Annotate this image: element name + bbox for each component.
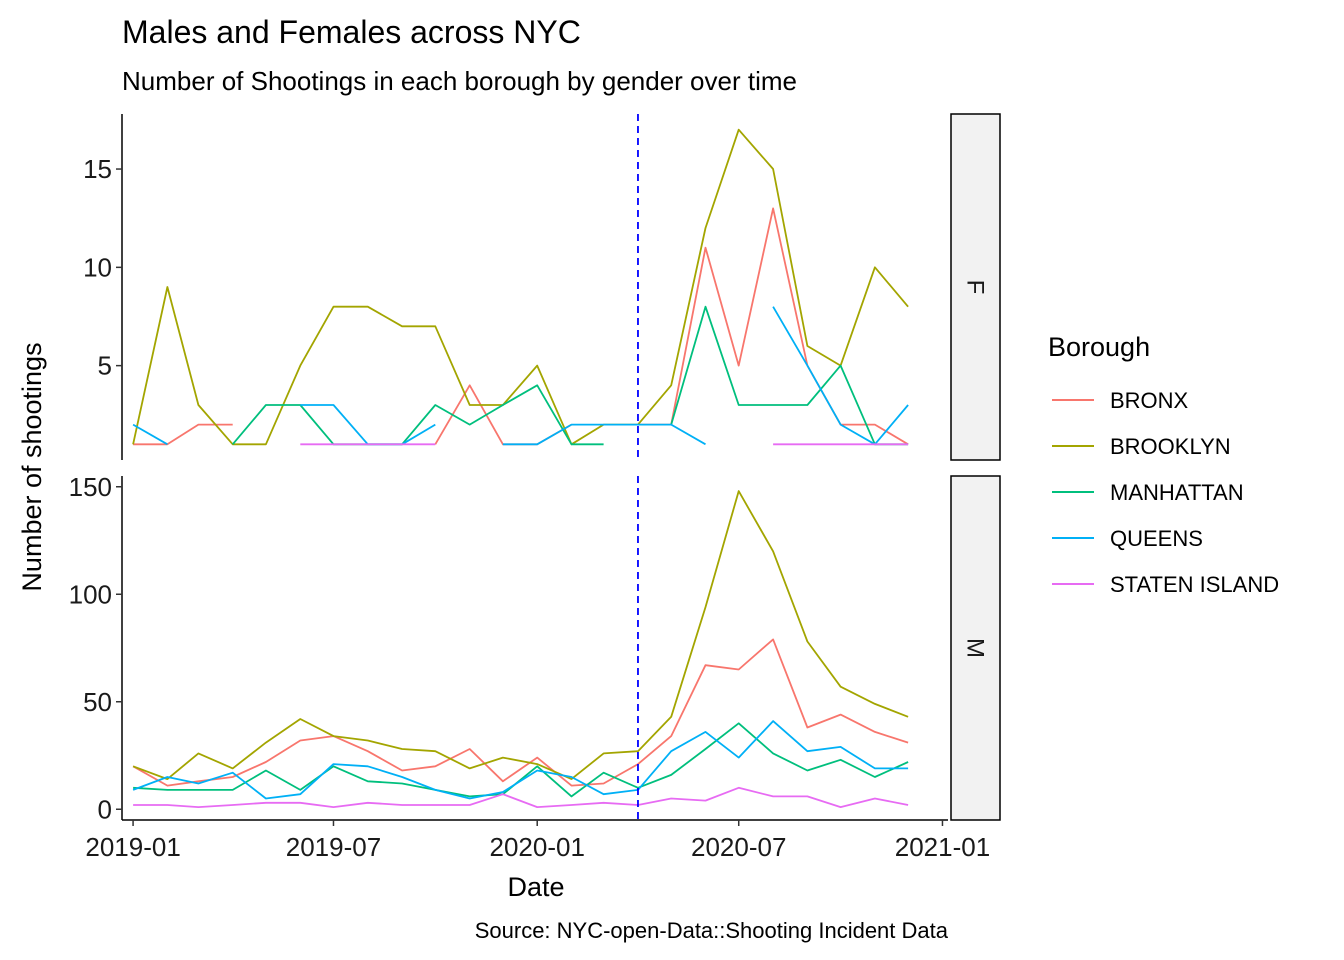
chart-subtitle: Number of Shootings in each borough by g… — [122, 66, 797, 96]
x-tick-label: 2021-01 — [895, 832, 990, 862]
legend-title: Borough — [1048, 332, 1150, 362]
series-line-queens — [300, 404, 436, 446]
legend-label: BROOKLYN — [1110, 434, 1231, 459]
y-tick-label: 0 — [98, 794, 112, 824]
panel-M: 0 50 100 150 M — [69, 472, 1001, 824]
legend: Borough BRONX BROOKLYN MANHATTAN QUEENS STAT… — [1048, 332, 1279, 597]
x-tick-label: 2019-07 — [286, 832, 381, 862]
series-line-brooklyn — [132, 490, 909, 780]
y-tick-label: 15 — [83, 154, 112, 184]
series-line-manhattan — [670, 305, 909, 446]
series-line-staten-island — [133, 786, 909, 808]
y-tick-label: 5 — [98, 351, 112, 381]
x-tick-label: 2019-01 — [85, 832, 180, 862]
chart-title: Males and Females across NYC — [122, 14, 581, 50]
series-line-queens — [772, 306, 909, 446]
facet-panels: 5 10 15 F 0 50 100 150 M — [69, 113, 1001, 824]
x-axis-title: Date — [507, 872, 564, 902]
legend-label: QUEENS — [1110, 526, 1203, 551]
facet-strip — [950, 475, 1001, 821]
facet-strip-label: M — [962, 638, 989, 658]
legend-label: STATEN ISLAND — [1110, 572, 1279, 597]
facet-strip — [950, 113, 1001, 461]
legend-label: MANHATTAN — [1110, 480, 1244, 505]
facet-strip-label: F — [962, 280, 989, 295]
y-tick-label: 150 — [69, 472, 112, 502]
series-line-queens — [132, 720, 909, 800]
series-line-bronx — [132, 638, 909, 787]
x-tick-label: 2020-07 — [691, 832, 786, 862]
series-line-bronx — [638, 207, 909, 446]
y-axis-title: Number of shootings — [17, 342, 47, 591]
chart-caption: Source: NYC-open-Data::Shooting Incident… — [475, 918, 949, 943]
panel-F: 5 10 15 F — [83, 113, 1001, 461]
x-tick-label: 2020-01 — [490, 832, 585, 862]
y-tick-label: 100 — [69, 579, 112, 609]
x-axis: 2019-01 2019-07 2020-01 2020-07 2021-01 — [85, 819, 990, 862]
legend-label: BRONX — [1110, 388, 1189, 413]
series-line-brooklyn — [132, 128, 909, 446]
series-line-queens — [502, 423, 706, 446]
series-line-manhattan — [232, 384, 604, 446]
series-line-queens — [132, 423, 168, 446]
y-tick-label: 10 — [83, 252, 112, 282]
y-tick-label: 50 — [83, 687, 112, 717]
